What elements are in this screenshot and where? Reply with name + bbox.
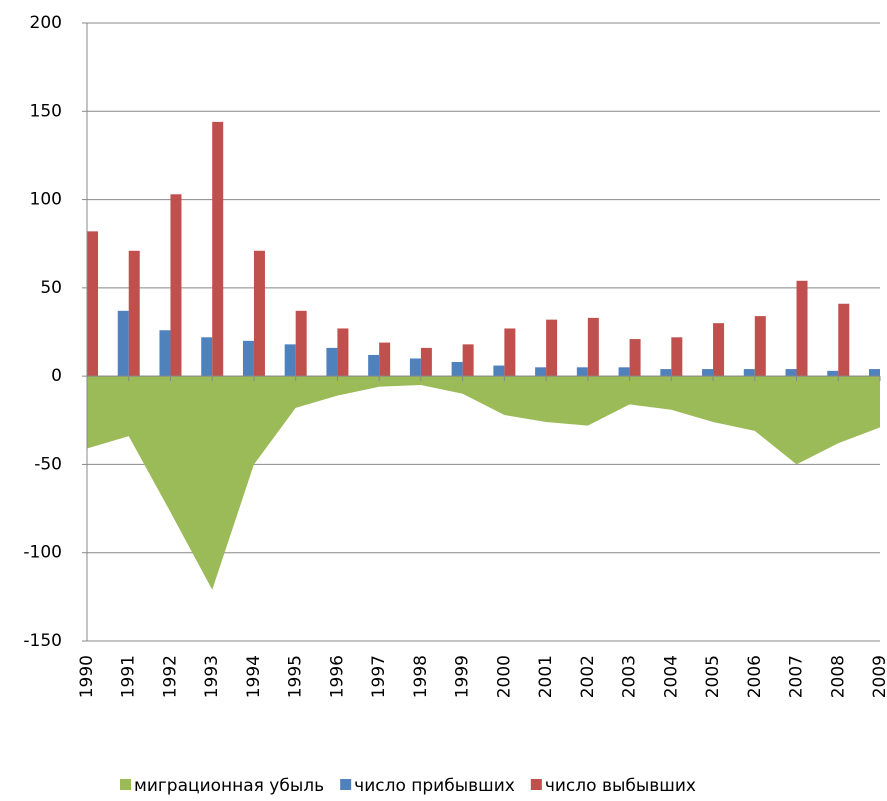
x-tick-label: 1999 [453, 655, 473, 698]
bar [504, 328, 516, 377]
bar [337, 328, 349, 377]
x-tick-label: 2002 [578, 655, 598, 698]
x-tick-label: 2006 [745, 655, 765, 698]
x-tick-label: 1997 [369, 655, 389, 698]
bar [785, 369, 797, 377]
y-tick-label: 100 [30, 190, 62, 210]
bar [838, 303, 850, 377]
y-tick-label: -150 [23, 631, 62, 651]
y-tick-label: 0 [51, 366, 62, 386]
x-tick-label: 2007 [787, 655, 807, 698]
bar [660, 369, 672, 377]
bar [368, 354, 380, 377]
bar [242, 340, 254, 377]
x-tick-label: 2009 [870, 655, 887, 698]
bar [379, 342, 391, 377]
legend-label: миграционная убыль [134, 776, 324, 796]
bar [87, 231, 98, 377]
x-tick-label: 1992 [160, 655, 180, 698]
bar [535, 367, 547, 377]
bar [743, 369, 755, 377]
y-tick-label: 200 [30, 13, 62, 33]
legend-label: число прибывших [354, 776, 515, 796]
x-tick-label: 1990 [77, 655, 97, 698]
bar [629, 339, 641, 377]
y-tick-label: -50 [34, 454, 62, 474]
x-tick-label: 1996 [327, 655, 347, 698]
bar [212, 121, 224, 377]
bar [201, 337, 213, 377]
area [87, 376, 880, 590]
legend-swatch [340, 779, 352, 790]
bar [170, 194, 182, 377]
bar [76, 306, 87, 377]
bar [827, 370, 839, 377]
bar [284, 344, 296, 377]
bar [713, 323, 725, 377]
bar [587, 317, 599, 377]
x-tick-label: 2003 [620, 655, 640, 698]
x-tick-label: 1993 [202, 655, 222, 698]
y-tick-label: -100 [23, 543, 62, 563]
bar [618, 367, 630, 377]
bar [253, 250, 265, 377]
bar [796, 280, 808, 377]
x-tick-label: 2001 [536, 655, 556, 698]
x-tick-label: 2005 [703, 655, 723, 698]
x-tick-label: 1995 [286, 655, 306, 698]
bar [702, 369, 714, 377]
x-tick-label: 1998 [411, 655, 431, 698]
bar [409, 358, 421, 377]
legend-swatch [530, 779, 542, 790]
x-tick-label: 1994 [244, 655, 264, 698]
bar [754, 316, 766, 377]
bar [420, 347, 432, 377]
bar [462, 344, 474, 377]
bar [295, 310, 307, 377]
bar [159, 330, 171, 377]
x-tick-label: 1991 [119, 655, 139, 698]
bar [671, 337, 683, 377]
legend-swatch [120, 779, 131, 790]
bar [869, 369, 880, 377]
x-tick-label: 2008 [828, 655, 848, 698]
bar [128, 250, 140, 377]
x-tick-label: 2000 [494, 655, 514, 698]
bar [117, 310, 129, 377]
bar [326, 347, 338, 377]
bar [451, 362, 463, 377]
bar [546, 319, 558, 377]
y-tick-label: 50 [40, 278, 62, 298]
legend-label: число выбывших [545, 776, 696, 796]
bar [880, 318, 887, 376]
y-tick-label: 150 [30, 101, 62, 121]
bar [576, 367, 588, 377]
bar [493, 365, 505, 377]
x-tick-label: 2004 [661, 655, 681, 698]
